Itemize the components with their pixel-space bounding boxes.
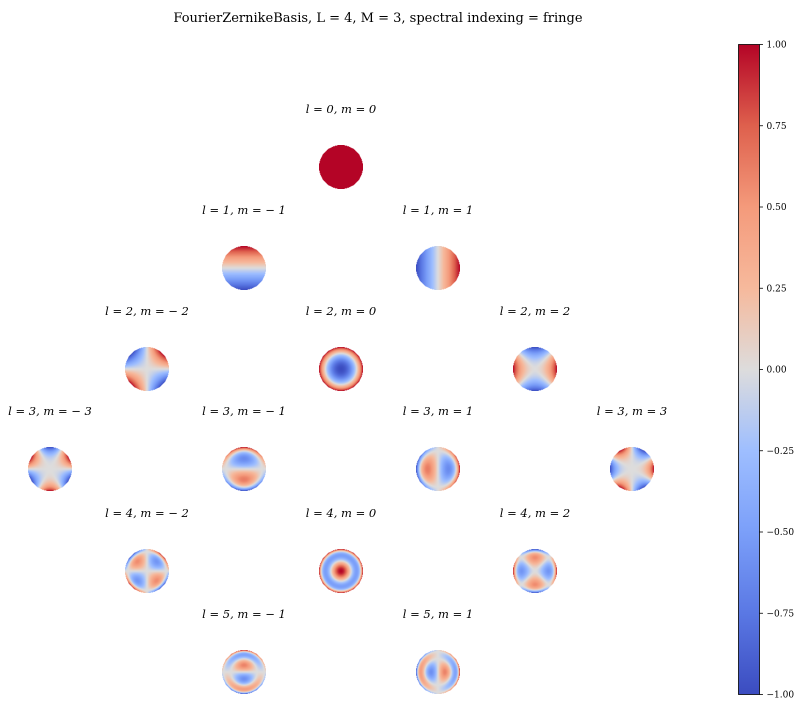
colorbar: 1.00 0.75 0.50 0.25 0.00 −0.25 −0.50 −0.75 −1.00	[738, 41, 795, 701]
mode-grid: l = 0, m = 0 l = 1, m = − 1 l = 1, m = 1 l …	[8, 102, 667, 694]
colorbar-tick-label: −1.00	[767, 691, 795, 701]
mode-disk-l3-m-1	[222, 447, 266, 491]
colorbar-tick-label: −0.50	[767, 528, 795, 538]
colorbar-tick-label: −0.25	[767, 447, 795, 457]
mode-label-l2-m-2: l = 2, m = − 2	[105, 304, 189, 318]
colorbar-tick-label: 0.00	[767, 366, 787, 376]
mode-disk-l5-m-1	[222, 650, 266, 694]
mode-label-l2-m0: l = 2, m = 0	[306, 304, 376, 318]
mode-label-l4-m0: l = 4, m = 0	[306, 506, 376, 520]
mode-disk-l2-m-2	[125, 347, 169, 391]
mode-disk-l3-m1	[416, 447, 460, 491]
mode-label-l3-m-1: l = 3, m = − 1	[202, 404, 286, 418]
mode-disk-l1-m1	[416, 246, 460, 290]
mode-disk-l0-m0	[319, 145, 363, 189]
colorbar-ticks: 1.00 0.75 0.50 0.25 0.00 −0.25 −0.50 −0.75 −1.00	[759, 41, 795, 701]
mode-disk-l2-m2	[513, 347, 557, 391]
colorbar-tick-label: 1.00	[767, 41, 787, 51]
mode-disk-l3-m3	[610, 447, 654, 491]
mode-disk-l4-m0	[319, 549, 363, 593]
mode-disk-l2-m0	[319, 347, 363, 391]
mode-label-l0-m0: l = 0, m = 0	[306, 102, 376, 116]
mode-disk-l3-m-3	[28, 447, 72, 491]
mode-disk-l1-m-1	[222, 246, 266, 290]
mode-disk-l5-m1	[416, 650, 460, 694]
mode-label-l5-m1: l = 5, m = 1	[403, 607, 473, 621]
mode-label-l3-m-3: l = 3, m = − 3	[8, 404, 92, 418]
colorbar-gradient	[738, 44, 760, 695]
mode-label-l4-m2: l = 4, m = 2	[500, 506, 570, 520]
mode-label-l1-m-1: l = 1, m = − 1	[202, 203, 286, 217]
mode-label-l1-m1: l = 1, m = 1	[403, 203, 473, 217]
colorbar-tick-label: 0.50	[767, 203, 787, 213]
mode-label-l2-m2: l = 2, m = 2	[500, 304, 570, 318]
colorbar-tick-label: −0.75	[767, 609, 795, 619]
mode-disk-l4-m2	[513, 549, 557, 593]
mode-disk-l4-m-2	[125, 549, 169, 593]
figure-title: FourierZernikeBasis, L = 4, M = 3, spect…	[173, 11, 582, 26]
mode-label-l4-m-2: l = 4, m = − 2	[105, 506, 189, 520]
colorbar-tick-label: 0.25	[767, 284, 787, 294]
mode-label-l5-m-1: l = 5, m = − 1	[202, 607, 286, 621]
mode-label-l3-m3: l = 3, m = 3	[597, 404, 667, 418]
colorbar-tick-label: 0.75	[767, 122, 787, 132]
mode-label-l3-m1: l = 3, m = 1	[403, 404, 473, 418]
